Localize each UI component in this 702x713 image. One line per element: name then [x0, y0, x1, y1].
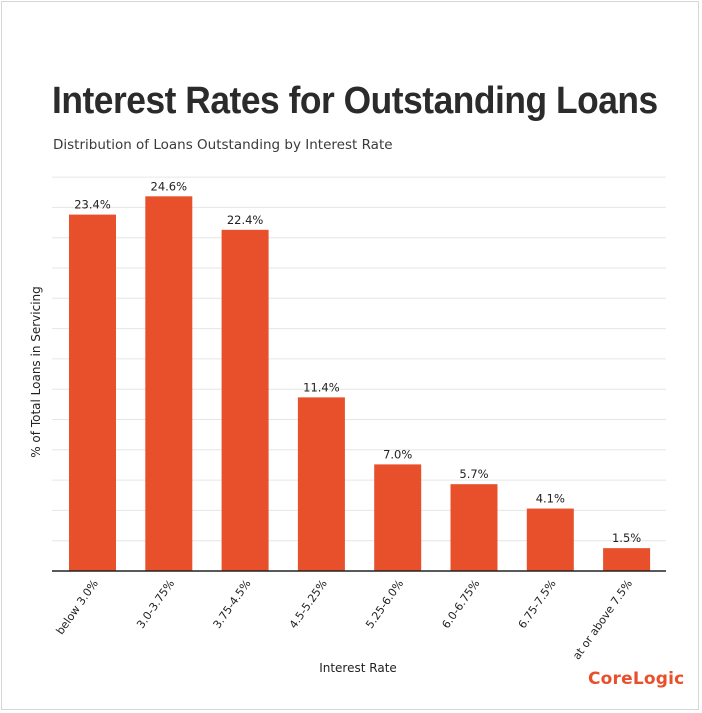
- x-axis-label: Interest Rate: [319, 661, 397, 675]
- x-tick-label: 3.0-3.75%: [134, 577, 177, 631]
- bar: [526, 508, 574, 571]
- x-tick-label: 3.75-4.5%: [211, 577, 254, 631]
- x-tick-label: 6.0-6.75%: [439, 577, 482, 631]
- bar: [69, 214, 116, 571]
- data-label: 24.6%: [151, 179, 188, 193]
- x-tick-label: 4.5-5.25%: [287, 577, 330, 631]
- chart-title: Interest Rates for Outstanding Loans: [52, 80, 658, 122]
- data-label: 11.4%: [303, 380, 340, 394]
- data-label: 22.4%: [227, 213, 264, 227]
- bar: [297, 397, 345, 571]
- bar: [221, 229, 269, 572]
- x-tick-label: 5.25-6.0%: [363, 577, 406, 631]
- data-label: 7.0%: [383, 447, 412, 461]
- x-tick-label: at or above 7.5%: [570, 577, 635, 662]
- x-tick-label: below 3.0%: [54, 577, 101, 637]
- x-tick-label: 6.75-7.5%: [516, 577, 559, 631]
- data-label: 1.5%: [612, 531, 641, 545]
- bar: [145, 196, 193, 572]
- data-labels: 23.4% 24.6% 22.4% 11.4% 7.0% 5.7% 4.1% 1.5%: [74, 179, 641, 545]
- gridlines: [52, 176, 666, 542]
- x-tick-labels: below 3.0% 3.0-3.75% 3.75-4.5% 4.5-5.25% 5.2…: [54, 577, 635, 662]
- bars: [69, 196, 651, 572]
- bar: [450, 484, 498, 571]
- y-axis-label: % of Total Loans in Servicing: [29, 286, 43, 458]
- data-label: 5.7%: [459, 467, 488, 481]
- data-label: 23.4%: [74, 198, 111, 212]
- bar: [603, 548, 651, 571]
- data-label: 4.1%: [536, 492, 565, 506]
- chart-subtitle: Distribution of Loans Outstanding by Int…: [53, 137, 393, 153]
- bar: [374, 464, 422, 571]
- corelogic-logo: CoreLogic: [588, 669, 685, 689]
